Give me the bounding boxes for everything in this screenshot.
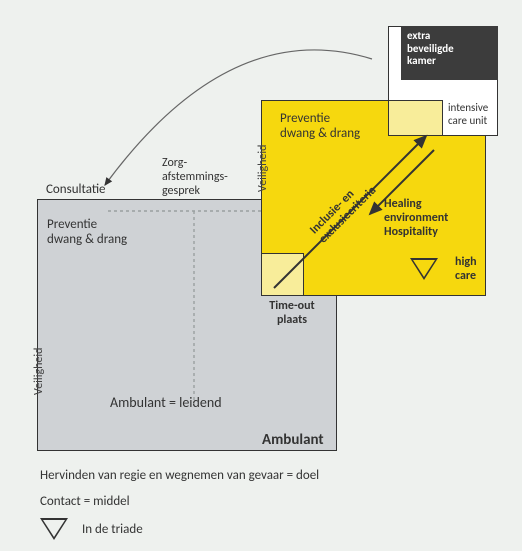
icu-label: intensive care unit xyxy=(448,102,488,127)
preventie-grey-label: Preventie dwang & drang xyxy=(47,218,127,248)
veiligheid-grey-label: Veiligheid xyxy=(32,348,46,395)
preventie-yellow-label: Preventie dwang & drang xyxy=(280,112,360,142)
ambulant-leidend-label: Ambulant = leidend xyxy=(110,395,222,411)
consultatie-label: Consultatie xyxy=(46,183,106,198)
healing-label: Healing environment Hospitality xyxy=(384,198,448,239)
legend-line2: Contact = middel xyxy=(40,494,480,509)
legend-line1: Hervinden van regie en wegnemen van geva… xyxy=(40,468,480,483)
ambulant-corner-label: Ambulant xyxy=(262,432,324,449)
timeout-box xyxy=(261,253,304,296)
zorg-label: Zorg- afstemmings- gesprek xyxy=(162,157,228,198)
legend-line3: In de triade xyxy=(40,516,480,542)
veiligheid-yellow-label: Veiligheid xyxy=(256,145,270,192)
high-care-label: high care xyxy=(455,256,477,284)
timeout-label: Time-out plaats xyxy=(262,300,322,328)
triangle-high-care-icon xyxy=(410,258,438,280)
triangle-legend-icon xyxy=(40,518,68,544)
ebk-label: extra beveiligde kamer xyxy=(407,30,492,68)
legend-line3-text: In de triade xyxy=(82,522,143,537)
ebk-box: extra beveiligde kamer xyxy=(401,26,498,80)
diagram-stage: extra beveiligde kamer intensive care un… xyxy=(0,0,522,551)
icu-overlap-box xyxy=(388,100,443,136)
